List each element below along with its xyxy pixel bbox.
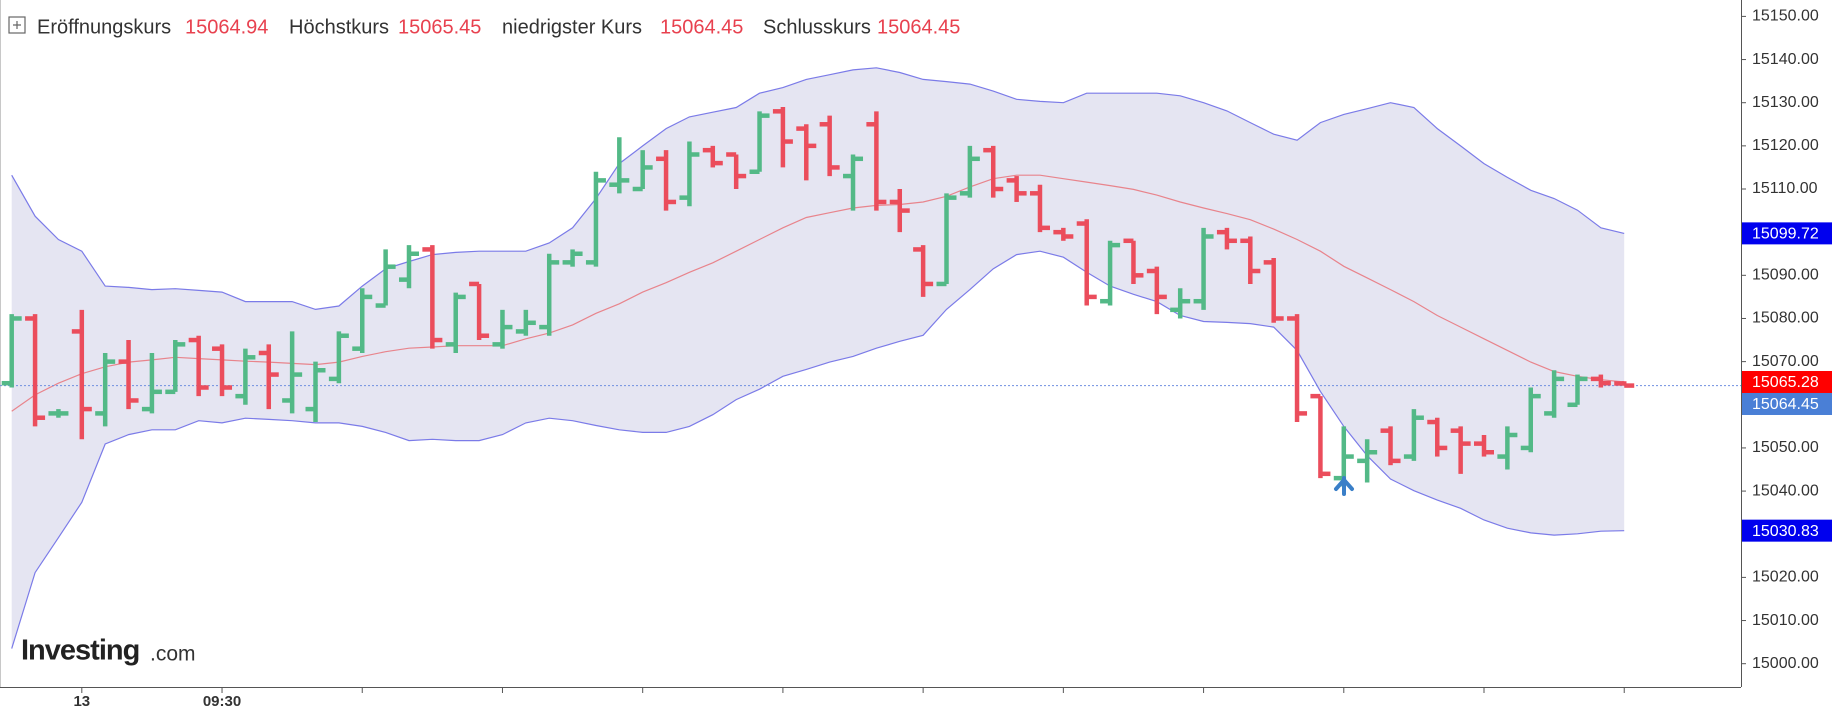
price-tag-label: 15030.83	[1752, 523, 1819, 540]
header-value: 15064.45	[660, 16, 743, 38]
header-value: 15064.94	[185, 16, 268, 38]
y-tick-label: 15090.00	[1752, 267, 1819, 284]
expand-plus	[13, 21, 21, 29]
bottom-mask	[0, 687, 1741, 706]
y-tick-label: 15120.00	[1752, 137, 1819, 154]
band-fill	[11, 67, 1625, 649]
band-upper	[11, 67, 1625, 311]
watermark-suffix: .com	[150, 643, 196, 666]
band-lower	[11, 250, 1625, 649]
signal-arrow	[1334, 476, 1354, 496]
plot-area	[0, 67, 1741, 649]
price-tag	[1742, 519, 1832, 542]
band-middle	[11, 174, 1625, 412]
price-tag-label: 15099.72	[1752, 226, 1819, 243]
y-tick-label: 15010.00	[1752, 612, 1819, 629]
y-tick-label: 15130.00	[1752, 94, 1819, 111]
header-value: 15064.45	[877, 16, 960, 38]
y-tick-label: 15110.00	[1752, 180, 1818, 197]
header-label: Höchstkurs	[289, 16, 389, 38]
expand-box[interactable]	[8, 16, 26, 34]
y-tick-label: 15150.00	[1752, 8, 1819, 25]
price-tag-label: 15065.28	[1752, 374, 1819, 391]
y-tick-label: 15020.00	[1752, 569, 1819, 586]
header-label: Eröffnungskurs	[37, 16, 171, 38]
header-value: 15065.45	[398, 16, 481, 38]
price-tag-label: 15064.45	[1752, 396, 1819, 413]
y-tick-label: 15070.00	[1752, 353, 1819, 370]
axis-panel-mask	[1741, 0, 1832, 706]
x-tick-label: 13	[73, 693, 90, 706]
x-tick-label: 09:30	[203, 693, 241, 706]
y-tick-label: 15040.00	[1752, 482, 1819, 499]
y-tick-label: 15000.00	[1752, 655, 1819, 672]
y-tick-label: 15140.00	[1752, 51, 1819, 68]
header-label: Schlusskurs	[763, 16, 871, 38]
header-label: niedrigster Kurs	[502, 16, 642, 38]
expand-icon[interactable]	[8, 16, 26, 34]
y-tick-label: 15080.00	[1752, 310, 1819, 327]
watermark-brand: Investing	[21, 635, 139, 667]
y-tick-label: 15050.00	[1752, 439, 1819, 456]
price-tag	[1742, 392, 1832, 415]
price-tag	[1742, 222, 1832, 245]
price-tag	[1742, 370, 1832, 393]
